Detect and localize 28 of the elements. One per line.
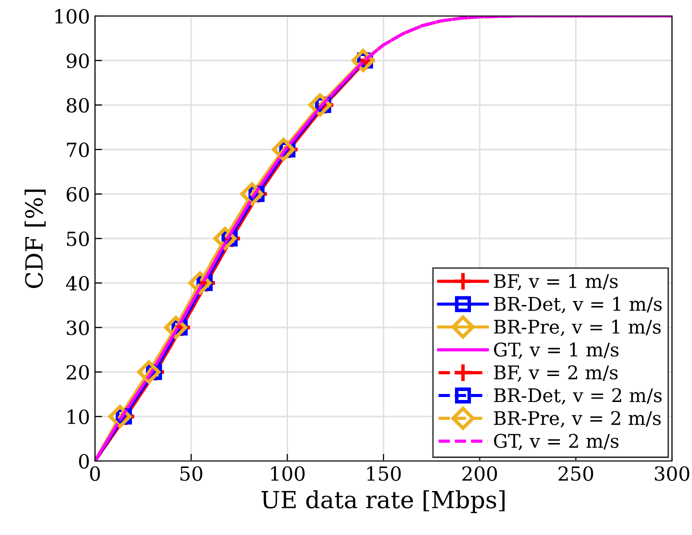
x-tick-label: 50 bbox=[180, 466, 202, 481]
y-tick-label: 30 bbox=[66, 320, 89, 336]
y-axis-title: CDF [%] bbox=[24, 190, 46, 288]
y-tick-label: 80 bbox=[66, 98, 89, 113]
y-tick-label: 40 bbox=[66, 276, 89, 291]
legend-label: GT, v = 2 m/s bbox=[494, 434, 618, 450]
legend-label: BR-Det, v = 1 m/s bbox=[494, 296, 662, 314]
x-tick-label: 200 bbox=[462, 466, 497, 481]
y-tick-label: 50 bbox=[67, 231, 89, 246]
y-tick-label: 20 bbox=[66, 364, 89, 380]
legend-label: BR-Pre, v = 1 m/s bbox=[494, 320, 661, 336]
y-tick-label: 100 bbox=[55, 8, 89, 24]
y-tick-label: 70 bbox=[67, 142, 89, 158]
x-tick-label: 100 bbox=[271, 466, 305, 481]
legend-label: BR-Pre, v = 2 m/s bbox=[494, 410, 661, 428]
y-tick-label: 90 bbox=[66, 53, 89, 68]
x-axis-title: UE data rate [Mbps] bbox=[262, 490, 505, 514]
legend-label: BR-Det, v = 2 m/s bbox=[494, 388, 662, 405]
x-tick-label: 300 bbox=[654, 466, 690, 481]
x-tick-label: 250 bbox=[558, 466, 594, 481]
x-tick-label: 150 bbox=[367, 466, 401, 481]
y-tick-label: 60 bbox=[66, 186, 89, 202]
legend-label: GT, v = 1 m/s bbox=[494, 342, 618, 359]
x-tick-label: 0 bbox=[90, 466, 100, 481]
y-tick-label: 10 bbox=[68, 409, 89, 424]
y-tick-label: 0 bbox=[79, 454, 89, 469]
legend-label: BF, v = 1 m/s bbox=[494, 274, 618, 290]
legend-label: BF, v = 2 m/s bbox=[494, 365, 618, 382]
